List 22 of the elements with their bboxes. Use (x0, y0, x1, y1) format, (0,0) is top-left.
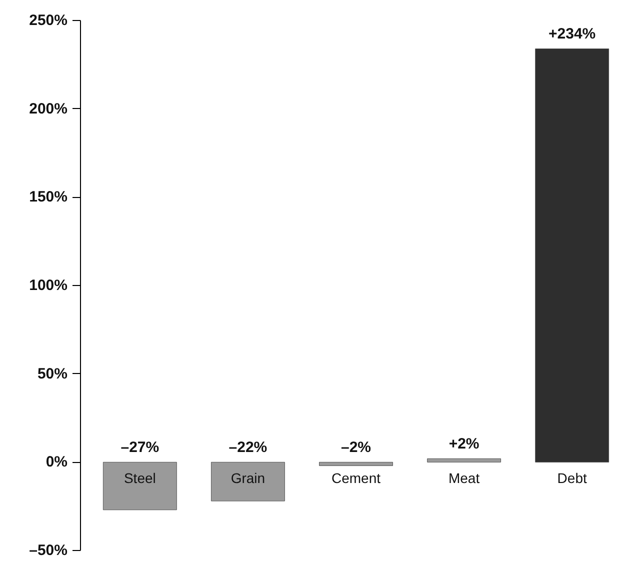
data-label: –22% (228, 438, 268, 456)
bar (319, 462, 393, 466)
y-tick-label: 250% (29, 12, 68, 29)
bar (102, 462, 177, 510)
data-label: +2% (448, 435, 480, 452)
data-label: +234% (548, 25, 596, 42)
x-tick-label: Cement (331, 470, 381, 486)
y-tick-label: –50% (29, 542, 68, 559)
bar (427, 458, 502, 462)
data-label: –2% (340, 438, 372, 456)
y-tick-label: 200% (29, 100, 68, 118)
bar (535, 48, 610, 462)
data-label: –27% (120, 438, 160, 456)
bar (210, 462, 285, 502)
x-tick-label: Grain (230, 470, 266, 486)
y-tick-label: 50% (37, 365, 68, 382)
x-tick-label: Debt (557, 470, 587, 486)
y-tick-label: 100% (29, 277, 68, 294)
x-tick-label: Meat (448, 470, 480, 486)
x-tick-label: Steel (124, 470, 156, 486)
y-tick-label: 150% (29, 188, 68, 206)
y-tick-label: 0% (46, 454, 68, 471)
